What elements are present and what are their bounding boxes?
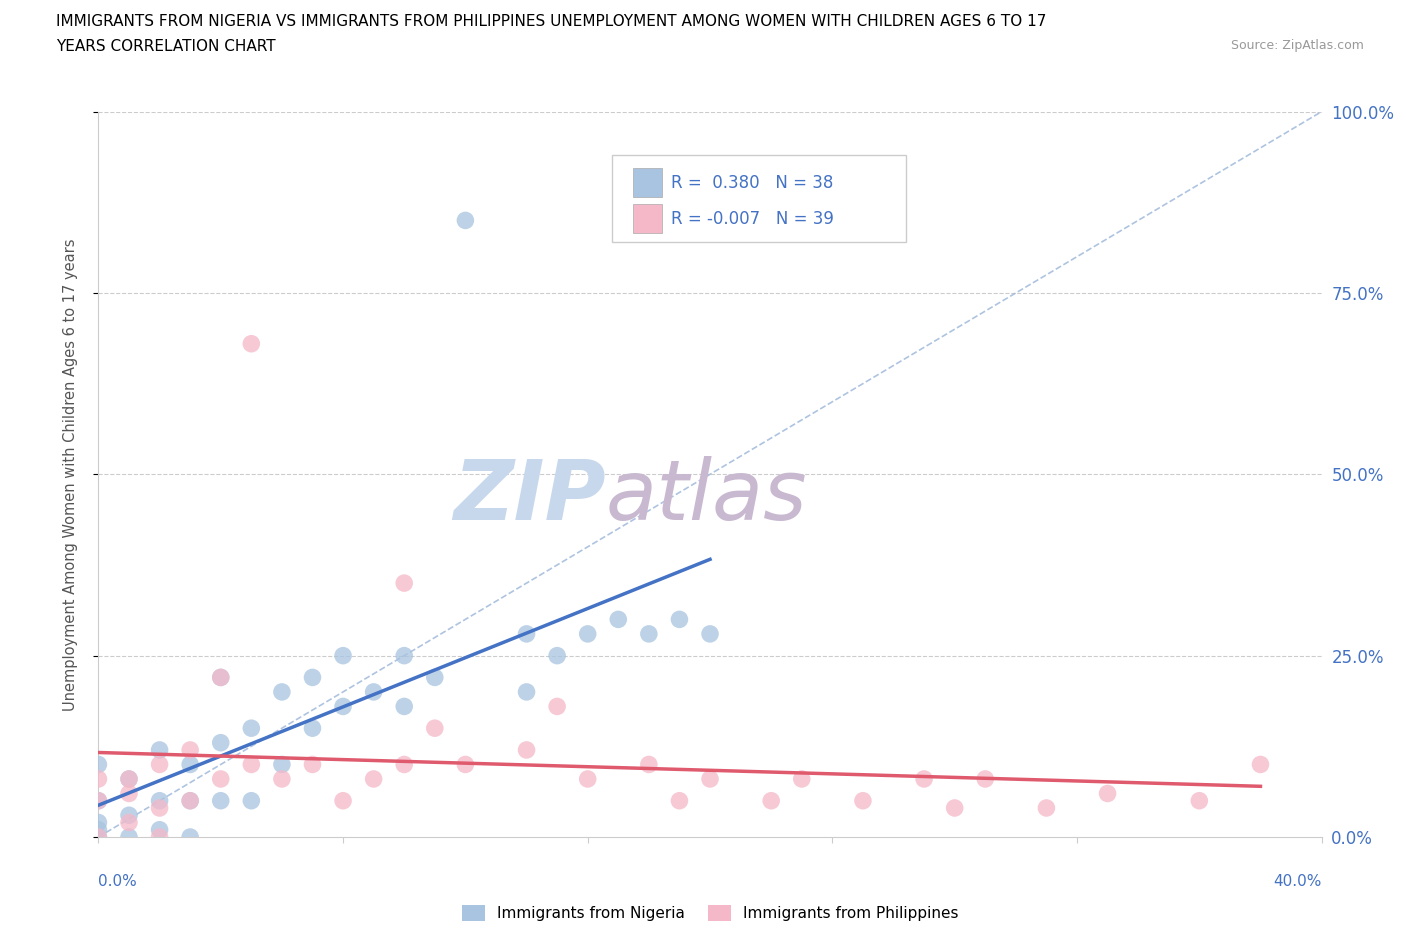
Point bbox=[87, 757, 110, 772]
Point bbox=[209, 772, 232, 787]
Point bbox=[852, 793, 875, 808]
Point bbox=[209, 670, 232, 684]
Point bbox=[699, 627, 721, 642]
Point bbox=[118, 772, 141, 787]
Point bbox=[87, 815, 110, 830]
Point bbox=[363, 772, 385, 787]
Point bbox=[637, 627, 661, 642]
Point bbox=[912, 772, 935, 787]
Point bbox=[974, 772, 997, 787]
Point bbox=[699, 772, 721, 787]
Point bbox=[1035, 801, 1057, 816]
Point bbox=[423, 670, 446, 684]
Point bbox=[1249, 757, 1271, 772]
Point bbox=[301, 757, 323, 772]
Point bbox=[454, 213, 477, 228]
Point bbox=[790, 772, 813, 787]
Point bbox=[179, 830, 201, 844]
Point bbox=[149, 830, 172, 844]
Point bbox=[301, 721, 323, 736]
Point bbox=[179, 757, 201, 772]
Text: R = -0.007   N = 39: R = -0.007 N = 39 bbox=[671, 210, 834, 228]
FancyBboxPatch shape bbox=[612, 155, 905, 242]
Point bbox=[149, 757, 172, 772]
Text: ZIP: ZIP bbox=[453, 456, 606, 537]
Point bbox=[546, 648, 568, 663]
Point bbox=[332, 793, 354, 808]
Y-axis label: Unemployment Among Women with Children Ages 6 to 17 years: Unemployment Among Women with Children A… bbox=[63, 238, 77, 711]
Point bbox=[668, 793, 690, 808]
Point bbox=[149, 793, 172, 808]
Text: IMMIGRANTS FROM NIGERIA VS IMMIGRANTS FROM PHILIPPINES UNEMPLOYMENT AMONG WOMEN : IMMIGRANTS FROM NIGERIA VS IMMIGRANTS FR… bbox=[56, 14, 1046, 29]
Point bbox=[118, 815, 141, 830]
Point bbox=[209, 793, 232, 808]
Text: R =  0.380   N = 38: R = 0.380 N = 38 bbox=[671, 174, 834, 192]
Point bbox=[332, 699, 354, 714]
Point bbox=[209, 736, 232, 751]
Point bbox=[607, 612, 630, 627]
Point bbox=[118, 786, 141, 801]
Point bbox=[118, 830, 141, 844]
Point bbox=[270, 684, 292, 699]
Point bbox=[149, 801, 172, 816]
Point bbox=[240, 337, 263, 352]
Point bbox=[1097, 786, 1119, 801]
FancyBboxPatch shape bbox=[633, 205, 662, 233]
Point bbox=[87, 793, 110, 808]
Point bbox=[240, 793, 263, 808]
Point bbox=[392, 648, 416, 663]
Point bbox=[149, 742, 172, 757]
Point bbox=[363, 684, 385, 699]
Point bbox=[516, 684, 538, 699]
Point bbox=[87, 822, 110, 837]
Point bbox=[516, 627, 538, 642]
Point bbox=[576, 772, 599, 787]
Point bbox=[943, 801, 966, 816]
Point bbox=[546, 699, 568, 714]
Point bbox=[423, 721, 446, 736]
Point bbox=[240, 757, 263, 772]
Point bbox=[392, 576, 416, 591]
Point bbox=[179, 742, 201, 757]
Point bbox=[240, 721, 263, 736]
Point bbox=[179, 793, 201, 808]
FancyBboxPatch shape bbox=[633, 168, 662, 197]
Point bbox=[1188, 793, 1211, 808]
Point bbox=[270, 772, 292, 787]
Point bbox=[87, 772, 110, 787]
Point bbox=[637, 757, 661, 772]
Text: Source: ZipAtlas.com: Source: ZipAtlas.com bbox=[1230, 39, 1364, 52]
Point bbox=[516, 742, 538, 757]
Point bbox=[118, 772, 141, 787]
Point bbox=[209, 670, 232, 684]
Point bbox=[454, 757, 477, 772]
Point bbox=[87, 830, 110, 844]
Point bbox=[759, 793, 782, 808]
Point bbox=[576, 627, 599, 642]
Text: 40.0%: 40.0% bbox=[1274, 874, 1322, 889]
Point bbox=[392, 699, 416, 714]
Point bbox=[149, 822, 172, 837]
Point bbox=[332, 648, 354, 663]
Legend: Immigrants from Nigeria, Immigrants from Philippines: Immigrants from Nigeria, Immigrants from… bbox=[456, 899, 965, 927]
Text: YEARS CORRELATION CHART: YEARS CORRELATION CHART bbox=[56, 39, 276, 54]
Text: atlas: atlas bbox=[606, 456, 807, 537]
Point bbox=[668, 612, 690, 627]
Point bbox=[87, 830, 110, 844]
Point bbox=[179, 793, 201, 808]
Point bbox=[118, 808, 141, 823]
Point bbox=[392, 757, 416, 772]
Text: 0.0%: 0.0% bbox=[98, 874, 138, 889]
Point bbox=[301, 670, 323, 684]
Point bbox=[270, 757, 292, 772]
Point bbox=[87, 793, 110, 808]
